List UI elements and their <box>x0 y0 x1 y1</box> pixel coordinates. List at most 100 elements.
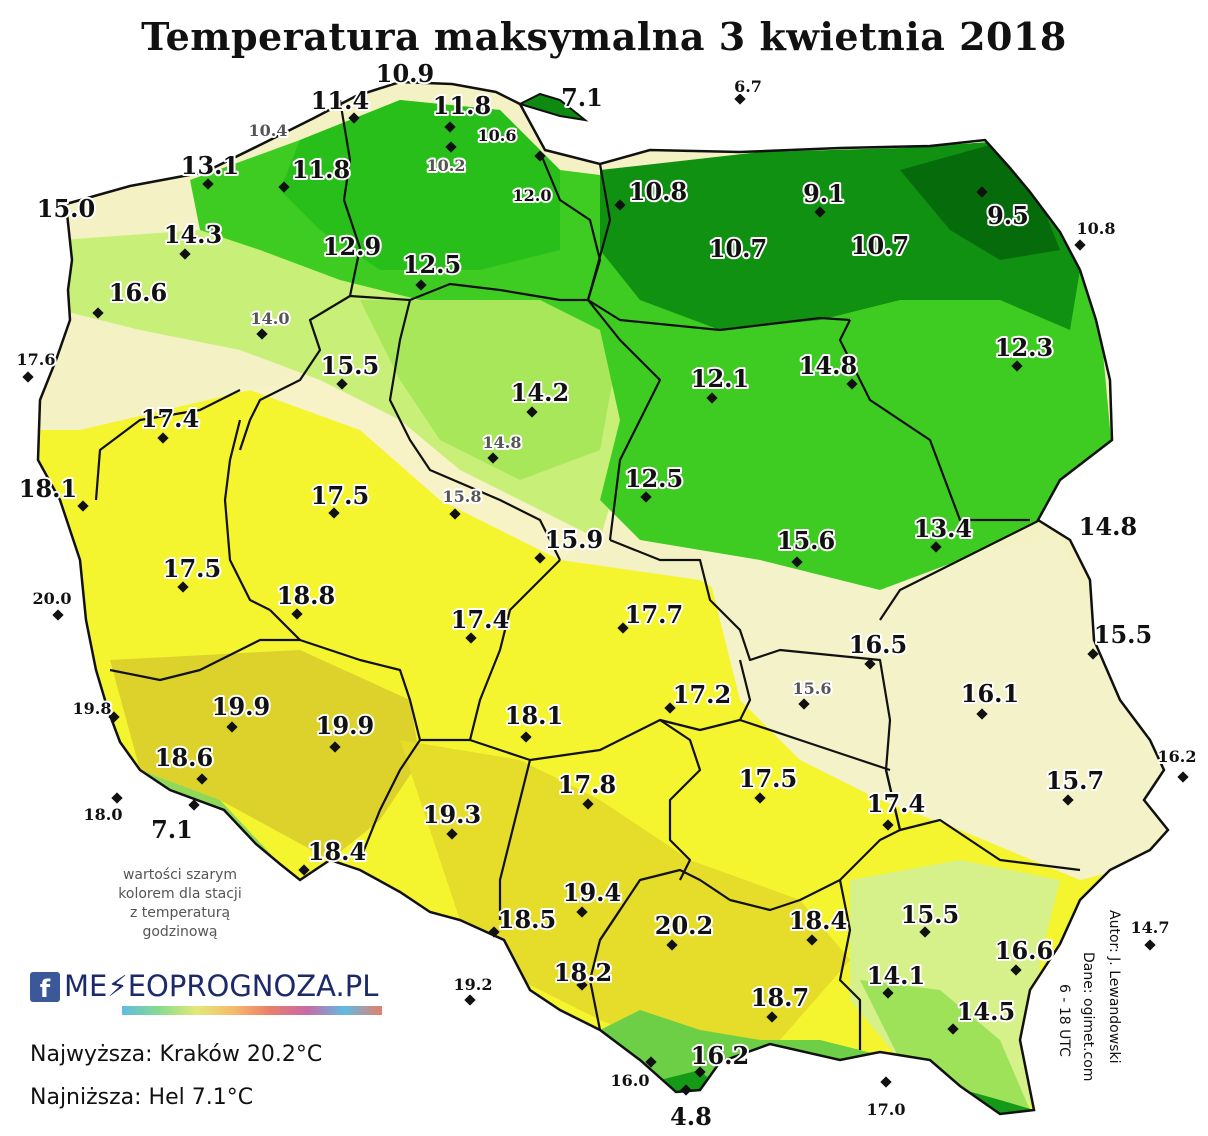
station-marker <box>256 328 268 340</box>
station-temperature-label: 15.5 <box>1094 620 1152 649</box>
station-temperature-label: 18.2 <box>554 958 612 987</box>
station-temperature-label: 14.8 <box>1079 512 1137 541</box>
station-temperature-label: 15.6 <box>793 679 832 698</box>
station-temperature-label: 10.4 <box>249 121 288 140</box>
station-marker <box>464 994 476 1006</box>
station-temperature-label: 11.8 <box>433 91 491 120</box>
station-temperature-label: 12.1 <box>691 364 749 393</box>
gray-values-note: wartości szarym kolorem dla stacji z tem… <box>80 866 280 942</box>
station-temperature-label: 13.4 <box>914 514 972 543</box>
meteoprognoza-logo[interactable]: f ME⚡EOPROGNOZA.PL <box>30 969 382 1020</box>
station-marker <box>614 199 626 211</box>
station-marker <box>882 819 894 831</box>
hel-peninsula <box>517 92 589 122</box>
station-temperature-label: 10.8 <box>629 177 687 206</box>
station-marker <box>111 792 123 804</box>
station-marker <box>526 406 538 418</box>
station-marker <box>766 1011 778 1023</box>
station-temperature-label: 15.0 <box>37 194 95 223</box>
station-temperature-label: 17.0 <box>867 1100 906 1119</box>
station-marker <box>947 1023 959 1035</box>
station-temperature-label: 18.8 <box>277 581 335 610</box>
station-temperature-label: 19.9 <box>212 692 270 721</box>
station-temperature-label: 16.0 <box>611 1071 650 1090</box>
station-temperature-label: 18.4 <box>789 906 847 935</box>
station-temperature-label: 14.7 <box>1131 918 1170 937</box>
station-marker <box>814 206 826 218</box>
station-temperature-label: 17.5 <box>311 481 369 510</box>
station-temperature-label: 16.6 <box>109 278 167 307</box>
station-marker <box>576 906 588 918</box>
station-temperature-label: 7.1 <box>561 83 603 112</box>
station-temperature-label: 15.6 <box>777 526 835 555</box>
station-temperature-label: 15.8 <box>443 487 482 506</box>
author-credit: Autor: J. Lewandowski <box>1106 910 1122 1064</box>
station-marker <box>791 556 803 568</box>
station-marker <box>882 987 894 999</box>
station-marker <box>328 507 340 519</box>
station-marker <box>694 1066 706 1078</box>
station-temperature-label: 16.1 <box>961 679 1019 708</box>
station-marker <box>157 432 169 444</box>
station-temperature-label: 18.6 <box>155 743 213 772</box>
station-temperature-label: 20.2 <box>655 911 713 940</box>
station-marker <box>976 708 988 720</box>
voivodeship-borders <box>94 99 1081 1050</box>
station-temperature-label: 12.5 <box>625 464 683 493</box>
page-title: Temperatura maksymalna 3 kwietnia 2018 <box>141 14 1067 59</box>
logo-text: ME⚡EOPROGNOZA.PL <box>64 969 379 1003</box>
station-temperature-label: 19.8 <box>73 699 112 718</box>
station-temperature-label: 17.4 <box>141 404 199 433</box>
station-marker <box>576 979 588 991</box>
station-marker <box>449 508 461 520</box>
station-marker <box>806 934 818 946</box>
station-marker <box>582 798 594 810</box>
station-marker <box>196 773 208 785</box>
note-line: wartości szarym <box>122 867 238 883</box>
station-temperature-label: 17.2 <box>673 680 731 709</box>
station-temperature-label: 12.9 <box>323 232 381 261</box>
facebook-icon[interactable]: f <box>30 972 60 1003</box>
station-marker <box>534 150 546 162</box>
station-temperature-label: 12.3 <box>995 333 1053 362</box>
station-temperature-label: 10.7 <box>851 231 909 260</box>
station-temperature-label: 10.9 <box>376 59 434 88</box>
station-temperature-label: 16.6 <box>995 936 1053 965</box>
station-temperature-label: 17.5 <box>163 554 221 583</box>
station-marker <box>919 926 931 938</box>
station-temperature-label: 18.7 <box>751 983 809 1012</box>
station-marker <box>976 186 988 198</box>
station-temperature-label: 11.8 <box>292 155 350 184</box>
station-temperature-label: 12.0 <box>513 186 552 205</box>
station-labels: 10.911.4 11.8 7.1 6.7 10.4 10.6 11.8 10.2 13.1 12… <box>15 57 1199 1133</box>
station-temperature-label: 14.8 <box>483 433 522 452</box>
station-marker <box>226 721 238 733</box>
station-temperature-label: 4.8 <box>670 1102 712 1131</box>
station-temperature-label: 14.1 <box>867 961 925 990</box>
logo-color-stripe <box>122 1006 382 1015</box>
station-temperature-label: 17.8 <box>558 770 616 799</box>
station-temperature-label: 18.1 <box>505 701 563 730</box>
station-temperature-label: 14.3 <box>164 220 222 249</box>
station-temperature-label: 14.5 <box>957 997 1015 1026</box>
data-source: Dane: ogimet.com <box>1080 952 1096 1082</box>
station-temperature-label: 9.1 <box>803 179 845 208</box>
station-markers <box>22 93 1189 1096</box>
station-marker <box>754 792 766 804</box>
station-temperature-label: 13.1 <box>181 151 239 180</box>
station-marker <box>706 392 718 404</box>
station-temperature-label: 16.5 <box>849 630 907 659</box>
station-marker <box>846 378 858 390</box>
station-marker <box>1144 939 1156 951</box>
station-marker <box>488 926 500 938</box>
station-temperature-label: 16.2 <box>1158 747 1197 766</box>
station-temperature-label: 12.5 <box>403 250 461 279</box>
station-marker <box>336 378 348 390</box>
lowest-temperature: Najniższa: Hel 7.1°C <box>30 1085 254 1110</box>
station-marker <box>864 658 876 670</box>
station-temperature-label: 18.4 <box>308 837 366 866</box>
station-marker <box>415 279 427 291</box>
station-marker <box>445 141 457 153</box>
station-marker <box>22 371 34 383</box>
